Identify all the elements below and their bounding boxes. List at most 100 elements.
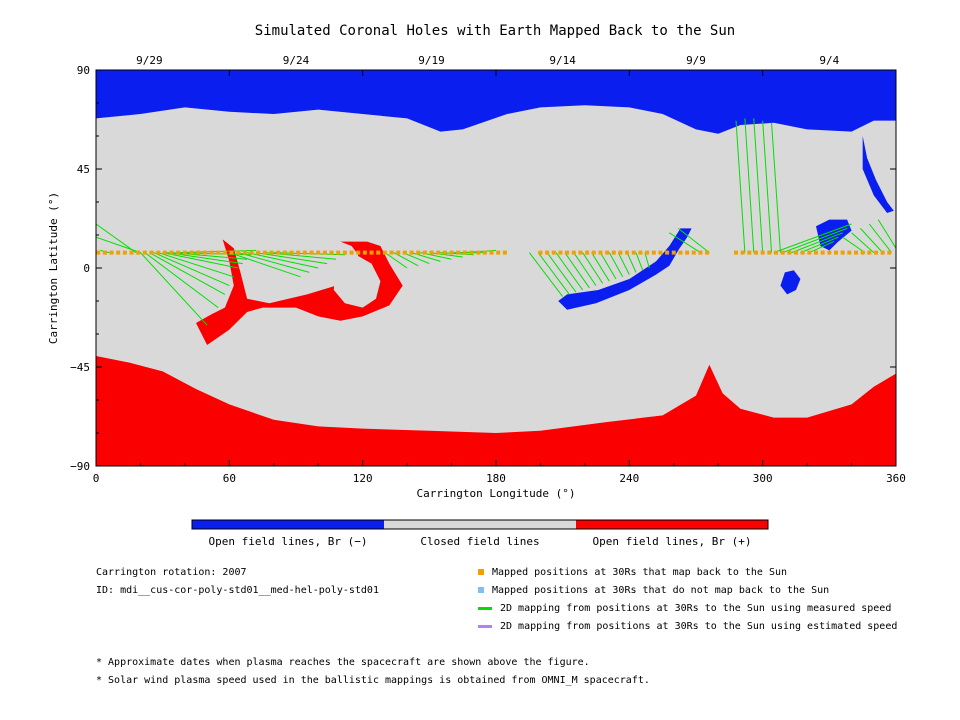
mapped-position-61 bbox=[502, 250, 507, 255]
mapped-position-12 bbox=[176, 250, 181, 255]
mapped-position-30 bbox=[296, 250, 301, 255]
y-tick-label-0: 90 bbox=[77, 64, 90, 77]
measured-mapping-line-14 bbox=[238, 252, 310, 273]
legend-line-swatch bbox=[478, 624, 492, 628]
mapped-position-18 bbox=[216, 250, 221, 255]
mapped-position-19 bbox=[222, 250, 227, 255]
legend-item-3: 2D mapping from positions at 30Rs to the… bbox=[478, 621, 897, 632]
mapped-position-42 bbox=[376, 250, 381, 255]
mapped-position-85 bbox=[691, 250, 696, 255]
model-id: ID: mdi__cus-cor-poly-std01__med-hel-pol… bbox=[96, 585, 379, 596]
colorbar-label-2: Open field lines, Br (+) bbox=[593, 535, 752, 548]
legend-label: 2D mapping from positions at 30Rs to the… bbox=[500, 603, 892, 614]
mapped-position-36 bbox=[336, 250, 341, 255]
measured-mapping-line-19 bbox=[384, 252, 408, 269]
south-polar-hole bbox=[96, 356, 896, 466]
colorbar-segment-2 bbox=[576, 520, 768, 529]
measured-mapping-line-40 bbox=[635, 252, 644, 271]
mapped-position-111 bbox=[887, 250, 892, 255]
x-tick-label-4: 240 bbox=[619, 472, 639, 485]
mapped-position-72 bbox=[605, 250, 610, 255]
measured-mapping-line-5 bbox=[149, 252, 226, 295]
measured-mapping-line-38 bbox=[617, 252, 630, 275]
measured-mapping-line-8 bbox=[162, 252, 239, 269]
legend-item-1: Mapped positions at 30Rs that do not map… bbox=[478, 585, 829, 596]
mapped-position-90 bbox=[747, 250, 752, 255]
coronal-hole-region-2 bbox=[780, 270, 801, 295]
mapped-position-88 bbox=[734, 250, 738, 255]
measured-mapping-line-53 bbox=[809, 241, 834, 254]
measured-mapping-line-57 bbox=[868, 223, 892, 253]
measured-mapping-line-58 bbox=[877, 219, 897, 249]
mapped-position-91 bbox=[754, 250, 758, 255]
y-tick-label-3: −45 bbox=[70, 361, 90, 374]
date-tick-4: 9/9 bbox=[686, 54, 706, 67]
mapped-position-51 bbox=[436, 250, 441, 255]
legend-square-swatch bbox=[478, 587, 484, 593]
mapped-position-108 bbox=[867, 250, 872, 255]
mapped-position-4 bbox=[122, 250, 127, 255]
mapped-position-6 bbox=[136, 250, 141, 255]
mapped-position-62 bbox=[538, 250, 543, 255]
mapped-position-10 bbox=[162, 250, 167, 255]
x-tick-label-0: 0 bbox=[93, 472, 100, 485]
mapped-position-84 bbox=[685, 250, 690, 255]
mapped-position-40 bbox=[362, 250, 367, 255]
mapped-position-107 bbox=[860, 250, 865, 255]
measured-mapping-line-43 bbox=[677, 228, 710, 253]
legend-square-swatch bbox=[478, 569, 484, 575]
date-tick-2: 9/19 bbox=[418, 54, 445, 67]
measured-mapping-line-33 bbox=[573, 252, 597, 286]
mapped-position-56 bbox=[469, 250, 474, 255]
colorbar-label-1: Closed field lines bbox=[420, 535, 539, 548]
mapped-position-60 bbox=[496, 250, 501, 255]
mapped-position-50 bbox=[429, 250, 434, 255]
mapped-position-15 bbox=[196, 250, 201, 255]
measured-mapping-line-30 bbox=[546, 252, 577, 293]
coronal-hole-region-0 bbox=[558, 228, 692, 310]
note-speed: * Solar wind plasma speed used in the ba… bbox=[96, 675, 650, 686]
mapped-position-80 bbox=[658, 250, 663, 255]
mapped-position-43 bbox=[382, 250, 387, 255]
measured-mapping-line-51 bbox=[791, 232, 843, 254]
date-tick-1: 9/24 bbox=[283, 54, 310, 67]
measured-mapping-line-13 bbox=[229, 252, 301, 278]
measured-mapping-line-0 bbox=[95, 223, 137, 254]
measured-mapping-line-4 bbox=[144, 252, 219, 309]
mapped-position-48 bbox=[416, 250, 421, 255]
colorbar-segment-0 bbox=[192, 520, 384, 529]
mapped-position-102 bbox=[827, 250, 832, 255]
mapped-position-101 bbox=[820, 250, 825, 255]
legend-label: 2D mapping from positions at 30Rs to the… bbox=[500, 621, 898, 632]
date-tick-3: 9/14 bbox=[549, 54, 576, 67]
coronal-hole-region-4 bbox=[196, 239, 403, 345]
mapped-position-27 bbox=[276, 250, 281, 255]
mapped-position-82 bbox=[671, 250, 676, 255]
mapped-position-47 bbox=[409, 250, 414, 255]
measured-mapping-line-16 bbox=[255, 252, 328, 265]
mapped-position-39 bbox=[356, 250, 361, 255]
coronal-hole-region-5 bbox=[333, 254, 381, 308]
mapped-position-29 bbox=[289, 250, 294, 255]
mapped-position-65 bbox=[558, 250, 563, 255]
mapped-position-20 bbox=[229, 250, 234, 255]
mapped-position-3 bbox=[116, 250, 121, 255]
measured-mapping-line-42 bbox=[669, 232, 701, 254]
mapped-position-24 bbox=[256, 250, 261, 255]
mapped-position-57 bbox=[476, 250, 481, 255]
measured-mapping-line-50 bbox=[782, 227, 848, 254]
mapped-position-105 bbox=[847, 250, 852, 255]
mapped-position-93 bbox=[767, 250, 772, 255]
mapped-position-89 bbox=[740, 250, 745, 255]
legend-label: Mapped positions at 30Rs that map back t… bbox=[492, 567, 788, 578]
mapped-position-41 bbox=[369, 250, 374, 255]
mapped-position-33 bbox=[316, 250, 321, 255]
mapped-position-23 bbox=[249, 250, 254, 255]
measured-mapping-line-31 bbox=[555, 252, 584, 291]
mapped-position-68 bbox=[578, 250, 583, 255]
measured-mapping-line-56 bbox=[860, 228, 884, 253]
mapped-position-9 bbox=[156, 250, 161, 255]
axes: 0 60 120 180 240 300 360 90 45 0 −45 −90 9/29 9/24 9/1… bbox=[70, 54, 906, 485]
mapped-position-103 bbox=[834, 250, 838, 255]
